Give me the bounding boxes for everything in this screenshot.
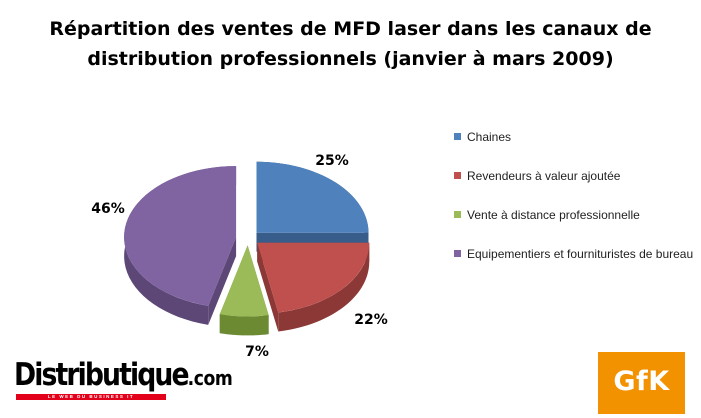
chart-title: Répartition des ventes de MFD laser dans… (0, 14, 701, 74)
pie-slice-wall-vente-a-distance (219, 314, 269, 336)
gfk-wordmark: GfK (613, 366, 670, 397)
data-label-vente-a-distance: 7% (245, 344, 269, 360)
pie-slice-wall-revendeurs (278, 242, 370, 332)
chart-title-line-1: Répartition des ventes de MFD laser dans… (49, 18, 652, 40)
pie-slice-vente-a-distance (219, 245, 269, 317)
distributique-logo: Distributique.com LE WEB DU BUSINESS IT (14, 358, 233, 406)
pie-slice-revendeurs (257, 242, 370, 313)
data-label-equipementiers: 46% (91, 201, 125, 217)
legend-swatch-equipementiers (454, 250, 461, 257)
legend-swatch-chaines (454, 133, 461, 140)
legend-label-chaines: Chaines (467, 130, 512, 144)
legend-label-revendeurs: Revendeurs à valeur ajoutée (467, 169, 621, 183)
legend-item-revendeurs: Revendeurs à valeur ajoutée (454, 167, 694, 185)
pie-slice-chaines (256, 161, 369, 233)
gfk-logo: GfK (598, 352, 685, 414)
legend-label-vente-a-distance: Vente à distance professionnelle (467, 208, 640, 222)
pie-slice-equipementiers (124, 166, 237, 306)
legend-label-equipementiers: Equipementiers et fournituristes de bure… (467, 247, 694, 261)
legend-item-vente-a-distance: Vente à distance professionnelle (454, 206, 694, 224)
legend-swatch-vente-a-distance (454, 211, 461, 218)
pie-slice-face-revendeurs-1 (257, 242, 279, 332)
data-label-revendeurs: 22% (354, 312, 388, 328)
legend-item-equipementiers: Equipementiers et fournituristes de bure… (454, 245, 694, 263)
legend-item-chaines: Chaines (454, 128, 694, 146)
data-label-chaines: 25% (315, 153, 349, 169)
distributique-wordmark: Distributique.com (14, 357, 233, 393)
legend: Chaines Revendeurs à valeur ajoutée Vent… (454, 128, 694, 263)
distributique-tagline: LE WEB DU BUSINESS IT (16, 394, 166, 400)
pie-slice-face-equipementiers-0 (208, 237, 237, 325)
chart-title-line-2: distribution professionnels (janvier à m… (87, 48, 614, 70)
legend-swatch-revendeurs (454, 172, 461, 179)
